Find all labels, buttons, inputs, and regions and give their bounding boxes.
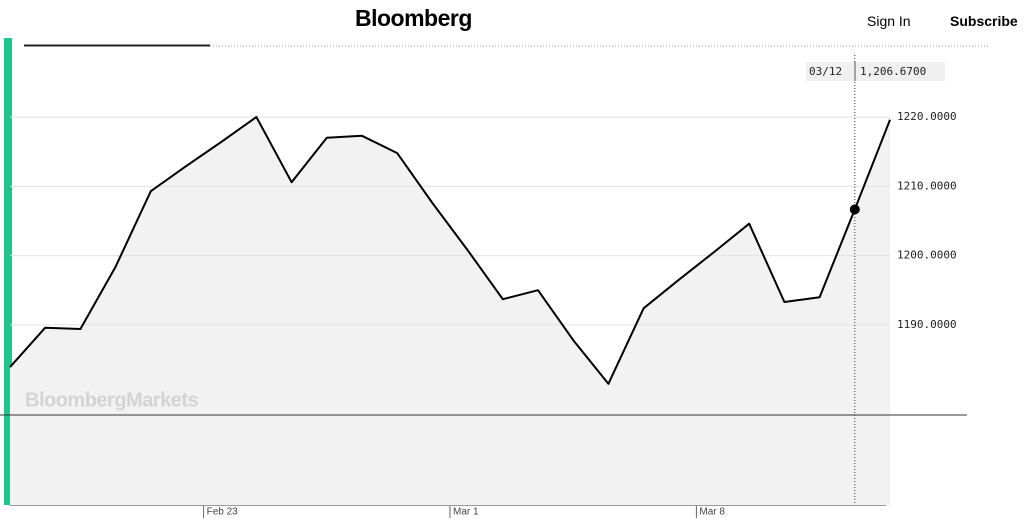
- watermark: BloombergMarkets: [25, 389, 199, 411]
- area: [10, 117, 890, 505]
- tooltip-value: 1,206.6700: [860, 65, 926, 78]
- line: [9, 116, 891, 385]
- point-marker: [849, 204, 860, 215]
- sign-in[interactable]: Sign In: [867, 13, 911, 29]
- y-tick-label: 1200.0000: [897, 249, 957, 262]
- x-tick-label: Feb 23: [207, 507, 239, 518]
- logo[interactable]: Bloomberg: [355, 5, 472, 31]
- tooltip-date: 03/12: [809, 65, 842, 78]
- x-tick-label: Mar 8: [699, 507, 725, 518]
- tooltip-box: [806, 62, 945, 81]
- subscribe[interactable]: Subscribe: [950, 13, 1018, 29]
- y-tick-label: 1210.0000: [897, 179, 957, 192]
- x-tick-label: Mar 1: [453, 507, 479, 518]
- y-tick-label: 1190.0000: [897, 318, 957, 331]
- accent-bar: [4, 38, 12, 505]
- y-tick-label: 1220.0000: [897, 110, 957, 123]
